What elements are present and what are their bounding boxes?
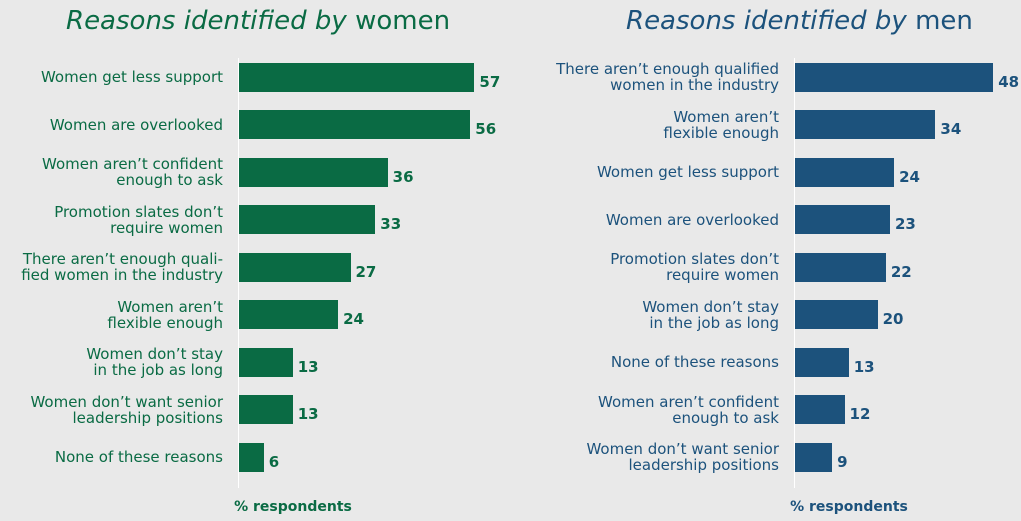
bar bbox=[795, 300, 878, 329]
value-label: 13 bbox=[297, 405, 319, 423]
value-label: 34 bbox=[940, 120, 962, 138]
category-label: Women are overlooked bbox=[605, 210, 779, 229]
category-label: Women don’t want senior leadership posit… bbox=[586, 440, 779, 474]
value-label: 9 bbox=[837, 452, 848, 471]
category-label: Promotion slates don’t require women bbox=[610, 250, 779, 284]
title-prefix: Reasons identified by bbox=[626, 6, 907, 36]
category-label: Women aren’t flexible enough bbox=[107, 297, 223, 332]
category-label: None of these reasons bbox=[610, 353, 779, 371]
category-label: There aren’t enough qualified women in t… bbox=[556, 60, 779, 94]
title-group: men bbox=[915, 6, 973, 36]
category-label: Women don’t stay in the job as long bbox=[642, 297, 779, 332]
category-label: None of these reasons bbox=[54, 448, 223, 466]
category-label: There aren’t enough quali- fied women in… bbox=[21, 250, 223, 284]
chart-men: Reasons identified by men % respondents … bbox=[510, 0, 1021, 521]
value-label: 20 bbox=[882, 310, 904, 328]
category-label: Women aren’t confident enough to ask bbox=[598, 392, 779, 427]
x-axis-title: % respondents bbox=[790, 499, 908, 515]
bar bbox=[795, 110, 936, 139]
bar bbox=[795, 205, 890, 234]
chart-title-men: Reasons identified by men bbox=[626, 6, 973, 36]
bar bbox=[795, 395, 845, 424]
category-label: Women get less support bbox=[40, 68, 223, 86]
category-label: Women aren’t flexible enough bbox=[663, 107, 779, 142]
bar bbox=[239, 110, 471, 139]
value-label: 22 bbox=[890, 262, 912, 281]
bar bbox=[795, 157, 895, 187]
bar bbox=[795, 347, 849, 377]
y-axis-line bbox=[238, 58, 239, 488]
bar bbox=[795, 62, 994, 92]
value-label: 56 bbox=[475, 120, 497, 138]
bar bbox=[239, 395, 293, 424]
value-label: 13 bbox=[297, 357, 319, 376]
value-label: 33 bbox=[380, 215, 402, 233]
value-label: 12 bbox=[849, 405, 871, 423]
value-label: 6 bbox=[268, 452, 280, 471]
bar bbox=[795, 252, 886, 282]
bar bbox=[795, 442, 833, 472]
bar bbox=[239, 300, 339, 329]
value-label: 27 bbox=[355, 262, 377, 281]
bar bbox=[239, 157, 388, 187]
bar bbox=[239, 347, 293, 377]
value-label: 13 bbox=[853, 357, 875, 376]
category-label: Women aren’t confident enough to ask bbox=[42, 155, 223, 189]
y-axis-line bbox=[794, 58, 795, 488]
value-label: 57 bbox=[479, 72, 501, 91]
value-label: 23 bbox=[894, 215, 916, 233]
title-group: women bbox=[355, 6, 451, 36]
title-prefix: Reasons identified by bbox=[66, 6, 347, 36]
category-label: Promotion slates don’t require women bbox=[54, 202, 223, 237]
chart-title-women: Reasons identified by women bbox=[66, 6, 450, 36]
bar bbox=[239, 205, 376, 234]
x-axis-title: % respondents bbox=[234, 499, 352, 515]
category-label: Women don’t stay in the job as long bbox=[86, 345, 223, 379]
chart-women: Reasons identified by women % respondent… bbox=[0, 0, 505, 521]
value-label: 24 bbox=[899, 167, 920, 186]
category-label: Women are overlooked bbox=[49, 115, 223, 134]
bar bbox=[239, 252, 351, 282]
bar bbox=[239, 442, 264, 472]
value-label: 36 bbox=[392, 167, 414, 186]
bar bbox=[239, 62, 475, 92]
value-label: 24 bbox=[343, 310, 364, 328]
value-label: 48 bbox=[998, 72, 1020, 91]
category-label: Women get less support bbox=[596, 163, 779, 181]
category-label: Women don’t want senior leadership posit… bbox=[30, 392, 223, 427]
